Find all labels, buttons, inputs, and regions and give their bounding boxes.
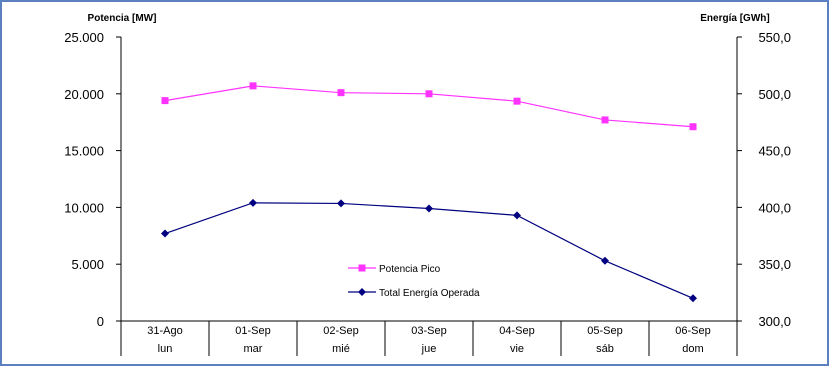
data-point xyxy=(601,256,609,265)
left-tick-label: 20.000 xyxy=(64,87,104,102)
series-layer xyxy=(161,82,697,303)
x-tick-label: 02-Sep xyxy=(323,325,358,337)
x-tick-label: 03-Sep xyxy=(411,325,446,337)
x-tick-sublabel: mié xyxy=(332,343,350,355)
x-tick-sublabel: vie xyxy=(510,343,524,355)
left-axis-title: Potencia [MW] xyxy=(88,13,157,24)
legend-marker xyxy=(358,264,366,272)
right-tick-label: 450,0 xyxy=(758,144,791,159)
data-point xyxy=(689,123,697,131)
x-tick-label: 04-Sep xyxy=(499,325,534,337)
left-tick-label: 25.000 xyxy=(64,30,104,45)
x-tick-label: 31-Ago xyxy=(147,325,182,337)
right-tick-label: 350,0 xyxy=(758,257,791,272)
data-point xyxy=(601,116,609,124)
left-tick-label: 10.000 xyxy=(64,200,104,215)
right-tick-label: 300,0 xyxy=(758,314,791,329)
data-point xyxy=(337,199,345,208)
legend-marker xyxy=(358,288,366,296)
data-point xyxy=(161,229,169,238)
legend-label: Total Energía Operada xyxy=(379,288,480,299)
legend: Potencia Pico Total Energía Operada xyxy=(348,264,480,299)
data-point xyxy=(161,97,169,105)
right-tick-label: 550,0 xyxy=(758,30,791,45)
data-point xyxy=(689,294,697,303)
x-tick-sublabel: mar xyxy=(244,343,263,355)
x-tick-sublabel: sáb xyxy=(596,343,614,355)
right-tick-label: 400,0 xyxy=(758,200,791,215)
right-tick-label: 500,0 xyxy=(758,87,791,102)
left-tick-label: 15.000 xyxy=(64,144,104,159)
data-point xyxy=(249,82,257,90)
x-tick-label: 05-Sep xyxy=(587,325,622,337)
legend-label: Potencia Pico xyxy=(379,264,441,275)
left-tick-label: 5.000 xyxy=(71,257,104,272)
x-tick-label: 06-Sep xyxy=(675,325,710,337)
data-point xyxy=(337,89,345,97)
x-tick-sublabel: dom xyxy=(682,343,703,355)
data-point xyxy=(513,211,521,220)
axes: 0 5.000 10.000 15.000 20.000 25.000 300,0 350,0… xyxy=(64,30,791,356)
data-point xyxy=(425,90,433,98)
x-tick-sublabel: lun xyxy=(158,343,173,355)
right-axis-title: Energía [GWh] xyxy=(700,13,769,24)
x-tick-sublabel: jue xyxy=(421,343,437,355)
data-point xyxy=(513,97,521,105)
series-line xyxy=(164,202,694,299)
x-tick-label: 01-Sep xyxy=(235,325,270,337)
left-tick-label: 0 xyxy=(97,314,104,329)
data-point xyxy=(425,204,433,213)
data-point xyxy=(249,198,257,207)
